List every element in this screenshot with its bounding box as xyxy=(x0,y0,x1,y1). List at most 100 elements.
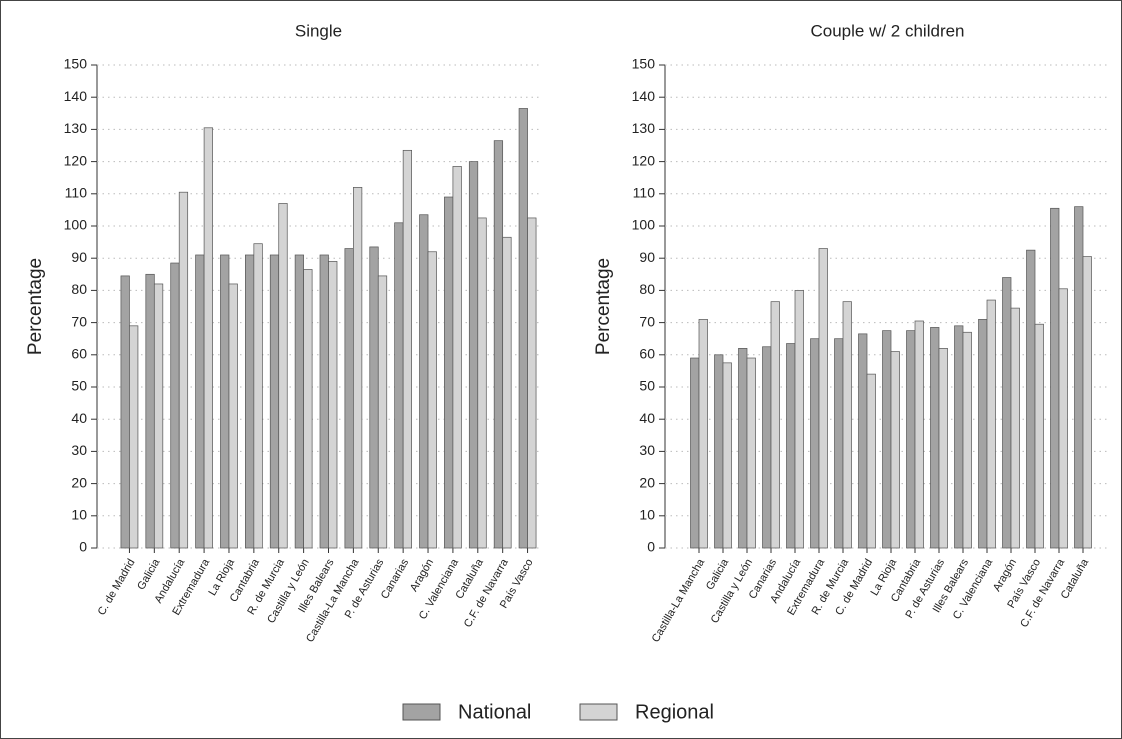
y-tick-label: 130 xyxy=(64,120,88,136)
bar xyxy=(303,269,313,549)
y-tick-label: 80 xyxy=(639,281,655,297)
bar xyxy=(253,243,263,549)
bar xyxy=(220,254,230,549)
y-tick-label: 120 xyxy=(632,152,656,168)
bar xyxy=(1050,207,1060,549)
bar xyxy=(468,161,479,549)
bar xyxy=(444,196,454,549)
bar xyxy=(195,254,205,549)
y-tick-label: 70 xyxy=(639,313,655,329)
y-tick-label: 30 xyxy=(71,442,87,458)
y-tick-label: 150 xyxy=(64,56,88,72)
y-tick-label: 110 xyxy=(65,185,88,201)
bar xyxy=(477,217,487,549)
bar xyxy=(882,330,892,549)
y-tick-label: 100 xyxy=(632,217,656,233)
bar xyxy=(369,246,379,549)
bar xyxy=(810,338,820,549)
bar xyxy=(690,357,700,549)
bar xyxy=(962,331,972,549)
y-tick-label: 120 xyxy=(64,152,88,168)
y-tick-label: 40 xyxy=(71,410,87,426)
y-tick-label: 110 xyxy=(633,185,656,201)
y-tick-label: 80 xyxy=(71,281,87,297)
bar xyxy=(914,320,924,549)
y-tick-label: 90 xyxy=(71,249,87,265)
bar xyxy=(1002,277,1012,549)
bar xyxy=(344,248,354,549)
legend-label: National xyxy=(458,701,531,723)
y-tick-label: 140 xyxy=(632,88,656,104)
bar xyxy=(527,217,537,549)
bar xyxy=(269,254,280,549)
bar xyxy=(502,236,512,549)
bar xyxy=(842,301,852,549)
bar xyxy=(1010,307,1020,549)
bar xyxy=(294,254,304,549)
bar xyxy=(129,325,139,549)
bar xyxy=(858,333,868,549)
bar xyxy=(353,187,363,549)
y-tick-label: 30 xyxy=(639,442,655,458)
bar xyxy=(890,351,900,549)
y-tick-label: 70 xyxy=(71,313,87,329)
bar xyxy=(1058,288,1068,549)
y-tick-label: 140 xyxy=(64,88,88,104)
chart-title: Couple w/ 2 children xyxy=(810,21,964,40)
bar xyxy=(245,254,255,549)
bar xyxy=(818,248,828,549)
y-tick-label: 150 xyxy=(632,56,656,72)
bar xyxy=(1026,249,1036,549)
bar xyxy=(770,301,780,549)
bar xyxy=(986,299,996,549)
y-tick-label: 50 xyxy=(71,378,87,394)
bar xyxy=(120,275,130,549)
bar xyxy=(722,362,732,549)
bar xyxy=(394,222,404,549)
y-tick-label: 10 xyxy=(639,507,655,523)
bar xyxy=(203,127,213,549)
bar xyxy=(518,108,528,549)
y-tick-label: 60 xyxy=(639,346,655,362)
y-tick-label: 10 xyxy=(71,507,87,523)
bar xyxy=(866,373,876,549)
bar xyxy=(402,149,412,549)
bar xyxy=(278,203,288,549)
bar xyxy=(738,348,748,549)
bar xyxy=(1034,323,1044,549)
bar xyxy=(978,319,988,549)
bar xyxy=(427,251,437,549)
y-tick-label: 50 xyxy=(639,378,655,394)
bar xyxy=(938,348,948,549)
bar xyxy=(319,254,329,549)
y-tick-label: 100 xyxy=(64,217,88,233)
legend-label: Regional xyxy=(635,701,714,723)
bar xyxy=(228,283,238,549)
y-tick-label: 0 xyxy=(79,539,87,555)
bar xyxy=(377,275,388,549)
bar xyxy=(834,338,844,549)
bar xyxy=(954,325,964,549)
bar xyxy=(746,357,756,549)
chart-title: Single xyxy=(295,21,342,40)
bar xyxy=(145,273,155,549)
bar xyxy=(762,346,772,549)
y-tick-label: 130 xyxy=(632,120,656,136)
bar xyxy=(1074,206,1084,549)
bar xyxy=(493,140,504,549)
bar xyxy=(419,214,429,549)
bar xyxy=(452,166,462,549)
bar xyxy=(1082,256,1092,549)
bar xyxy=(786,343,796,549)
y-tick-label: 90 xyxy=(639,249,655,265)
y-tick-label: 20 xyxy=(71,474,87,490)
bar xyxy=(794,290,804,549)
y-tick-label: 0 xyxy=(647,539,655,555)
y-tick-label: 60 xyxy=(71,346,87,362)
bar xyxy=(328,261,338,549)
legend-swatch xyxy=(579,703,618,721)
y-tick-label: 20 xyxy=(639,474,655,490)
y-axis-label: Percentage xyxy=(593,258,614,355)
